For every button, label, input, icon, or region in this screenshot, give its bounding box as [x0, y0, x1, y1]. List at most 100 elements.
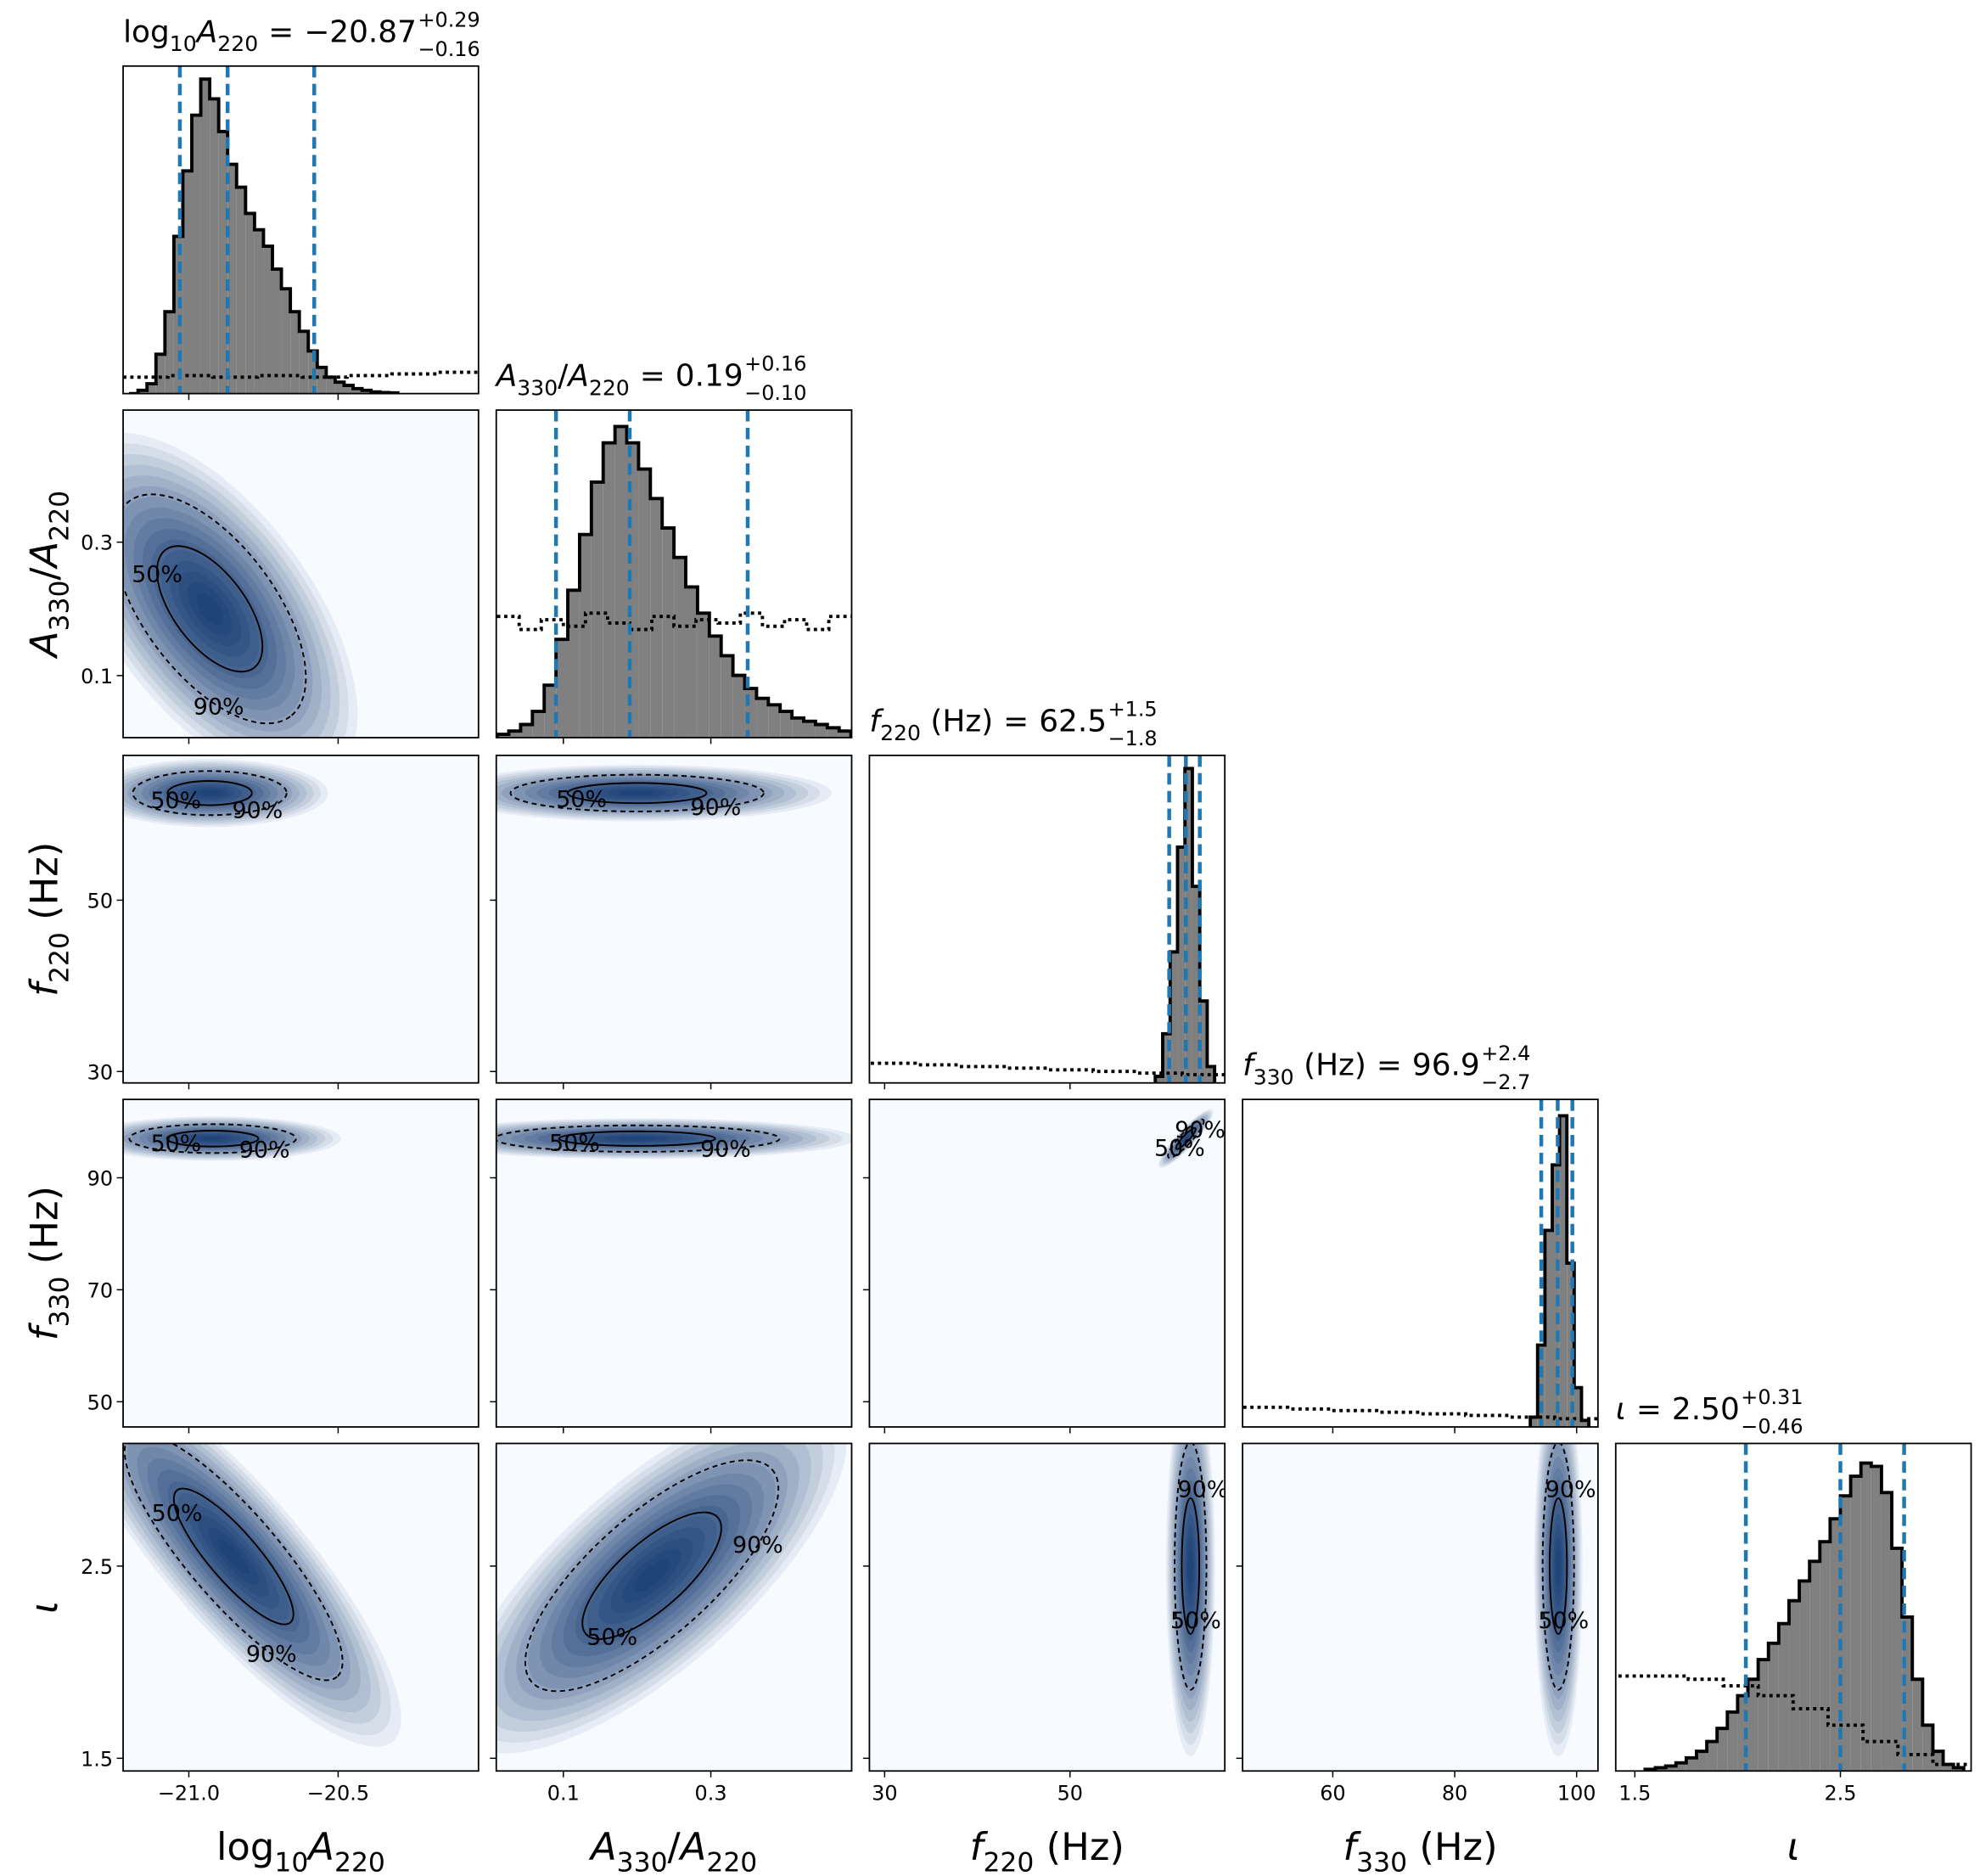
density-layer: [1543, 1445, 1574, 1688]
hist-bar: [638, 469, 651, 738]
density-layer: [551, 1484, 753, 1668]
hist-bar: [709, 636, 721, 738]
title-err-plus: +0.29: [418, 8, 480, 31]
hist-bar: [1686, 1757, 1697, 1772]
x-axis-label: f220 (Hz): [970, 1824, 1125, 1876]
prior-line: [496, 611, 851, 632]
hist-bar: [568, 590, 580, 738]
hist-bar: [299, 331, 309, 394]
density-layer: [123, 1123, 302, 1154]
density-layer: [634, 1559, 670, 1592]
hist-bar: [674, 557, 687, 738]
hist-bar: [1530, 1417, 1538, 1427]
density-layer: [496, 1119, 843, 1158]
density-layer: [123, 432, 358, 738]
panel-background: [869, 1099, 1226, 1427]
x-axis-label: ι: [1787, 1824, 1800, 1869]
contour-label: 50%: [152, 1501, 203, 1527]
x-tick-label: 0.1: [547, 1782, 580, 1806]
label-part: 330: [1356, 1847, 1407, 1876]
panel-background: [123, 1099, 479, 1427]
hist-bar: [191, 115, 201, 394]
density-layer: [1181, 1491, 1201, 1642]
panel-background: [123, 1443, 479, 1772]
density-layer: [504, 1443, 799, 1710]
density-layer: [1183, 1136, 1189, 1142]
panel-background: [496, 1099, 852, 1427]
label-part: 220: [334, 1847, 385, 1876]
density-layer: [584, 785, 691, 801]
contour: [128, 1123, 297, 1154]
histogram: [870, 755, 1226, 1083]
contour: [1167, 1118, 1205, 1159]
panel-frame: [122, 1442, 480, 1772]
y-axis-label: A330/A220: [21, 491, 75, 660]
density-layer: [123, 1443, 391, 1736]
hist-bar: [344, 385, 354, 394]
histogram: [1618, 1443, 1968, 1772]
panel-frame: [495, 754, 853, 1084]
density-layer: [208, 1527, 260, 1586]
density-layer: [528, 1463, 777, 1689]
hist-bar: [697, 613, 710, 738]
label-part: A: [588, 1824, 617, 1869]
density-layer: [563, 1495, 741, 1657]
x-axis-label: f330 (Hz): [1343, 1824, 1497, 1876]
density-layer: [1173, 1443, 1208, 1699]
hist-bar: [603, 442, 615, 738]
hist-bar: [254, 229, 264, 394]
hist-outline: [1643, 1461, 1966, 1772]
density-layer: [1550, 1502, 1567, 1630]
contour-label: 90%: [1175, 1117, 1226, 1143]
density-layer: [193, 1135, 233, 1143]
density-layer: [191, 788, 228, 799]
x-tick-label: 50: [1057, 1782, 1083, 1806]
density-layer: [177, 1132, 248, 1145]
density-layer: [1168, 1120, 1203, 1158]
density-layer: [548, 780, 726, 806]
density: 50%90%: [1154, 1109, 1226, 1169]
contour-label: 50%: [151, 1131, 202, 1157]
contour-label: 90%: [239, 1137, 290, 1164]
density-layer: [1547, 1480, 1570, 1653]
density-layer: [1171, 1123, 1201, 1154]
histogram: [123, 65, 479, 394]
hist-bar: [1199, 1001, 1208, 1083]
density-layer: [586, 1516, 717, 1635]
hist-bar: [732, 675, 745, 738]
density-layer: [511, 1126, 764, 1151]
density-layer: [496, 1123, 804, 1154]
hist-bar: [1840, 1496, 1851, 1772]
label-part: 220: [45, 491, 76, 542]
panel-frame: [495, 1442, 853, 1772]
contour: [172, 1487, 294, 1626]
hist-bar: [165, 312, 174, 394]
density-layer: [1185, 1525, 1196, 1607]
density-layer: [1173, 1125, 1199, 1153]
density-layer: [551, 1130, 724, 1147]
label-part: /: [558, 359, 569, 394]
hist-bar: [1559, 1115, 1568, 1427]
density-layer: [603, 1135, 670, 1142]
label-part: /: [668, 1824, 682, 1869]
prior-line: [1242, 1405, 1598, 1421]
y-tick-label: 50: [87, 889, 113, 913]
panel-frame: [1242, 1098, 1599, 1428]
hist-bar: [326, 377, 335, 394]
label-part: 220: [217, 31, 258, 56]
density-layer: [1170, 1443, 1211, 1722]
hist-bar: [1820, 1542, 1831, 1772]
density-layer: [126, 1443, 340, 1678]
density-layer: [196, 593, 223, 626]
density-layer: [177, 784, 243, 803]
density-layer: [513, 775, 761, 812]
density-layer: [1556, 1548, 1561, 1584]
hist-bar: [1581, 1420, 1590, 1427]
density-layer: [1553, 1525, 1564, 1607]
prior-line: [870, 1061, 1226, 1077]
label-part: (Hz): [21, 1186, 66, 1277]
panel-background: [496, 1443, 852, 1772]
hist-bar: [1747, 1679, 1758, 1772]
panel-frame: [122, 65, 480, 395]
density-layer: [123, 1443, 381, 1724]
